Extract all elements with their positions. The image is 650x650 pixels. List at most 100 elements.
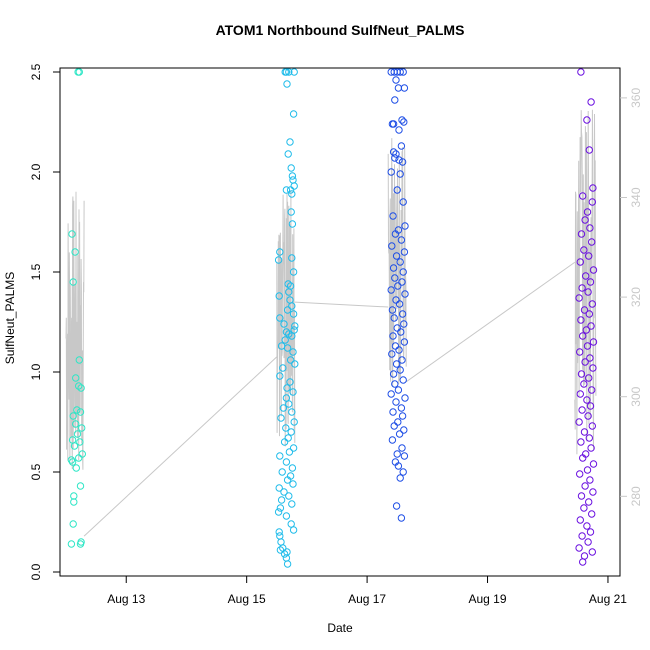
data-point [389,264,398,272]
data-point [71,248,79,256]
data-point [396,68,404,76]
data-point [73,406,81,414]
data-point [389,370,398,378]
data-point [285,288,293,296]
data-point [75,68,84,76]
data-point [586,528,595,536]
data-point [282,186,291,194]
data-point [73,430,82,438]
data-point [391,96,399,104]
data-point [588,238,596,246]
data-point [76,540,85,548]
data-point [281,336,289,344]
data-point [575,418,583,426]
data-point [586,278,595,286]
data-point [588,422,596,430]
data-point [397,514,406,522]
data-point [396,474,404,482]
data-point [399,468,407,476]
right-axis-line-connection [294,301,389,308]
y-tick-label: 1.5 [29,263,43,280]
data-point [276,546,285,554]
data-point [289,110,298,118]
data-point [589,184,597,192]
data-point [394,462,403,470]
data-point [280,320,288,328]
data-point [280,550,289,558]
data-point [69,520,77,528]
right-y-tick-label: 320 [629,287,643,307]
data-point [289,268,298,276]
data-point [580,504,588,512]
data-point [387,390,395,398]
data-point [78,424,86,432]
data-point [286,186,295,194]
data-point [76,482,85,490]
data-point [288,464,297,472]
y-tick-label: 2.5 [29,63,43,80]
data-point [399,68,407,76]
data-point [289,444,298,452]
data-point [282,458,291,466]
data-point [276,504,285,512]
data-point [392,252,401,260]
data-point [388,306,397,314]
data-point [280,438,289,446]
data-point [282,328,291,336]
data-point [288,500,296,508]
data-point [397,404,406,412]
y-axis-right: 280 300 320 340 360 [620,88,643,506]
data-point [589,488,597,496]
x-axis-label: Date [327,621,353,635]
data-point [398,444,406,452]
y-tick-label: 2.0 [29,163,43,180]
data-point [276,248,284,256]
data-point [397,328,405,336]
x-tick-label: Aug 15 [228,592,266,606]
data-point [390,422,398,430]
data-point [285,68,293,76]
data-point [576,470,584,478]
data-point [400,248,409,256]
data-point [577,68,585,76]
data-point [588,300,596,308]
data-point [282,68,291,76]
data-point [70,498,78,506]
data-point [578,284,586,292]
data-point [75,454,83,462]
data-point [283,560,292,568]
y-axis-left: 0.0 0.5 1.0 1.5 2.0 2.5 [29,63,61,580]
data-point [391,380,399,388]
right-y-tick-label: 300 [629,386,643,406]
data-point [291,322,299,330]
data-point [289,310,298,318]
data-point [397,236,406,244]
data-point [393,450,401,458]
data-point [70,442,79,450]
data-point [279,404,288,412]
data-point [400,320,408,328]
data-point [283,306,292,314]
data-point [588,198,596,206]
data-point [580,380,588,388]
data-point [398,116,406,124]
data-point [583,396,591,404]
data-point [392,398,400,406]
data-point [585,252,593,260]
data-point [588,510,596,518]
data-point [586,402,595,410]
data-point [274,508,283,516]
data-point [401,394,409,402]
data-point [401,290,409,298]
x-tick-label: Aug 13 [107,592,145,606]
data-point [285,448,294,456]
chart-title: ATOM1 Northbound SulfNeut_PALMS [216,22,465,38]
data-point [289,388,297,396]
data-point [575,544,583,552]
data-point [275,292,283,300]
data-point [581,482,589,490]
data-point [288,332,296,340]
data-point [392,360,401,368]
data-point [589,460,598,468]
data-point [391,274,399,282]
